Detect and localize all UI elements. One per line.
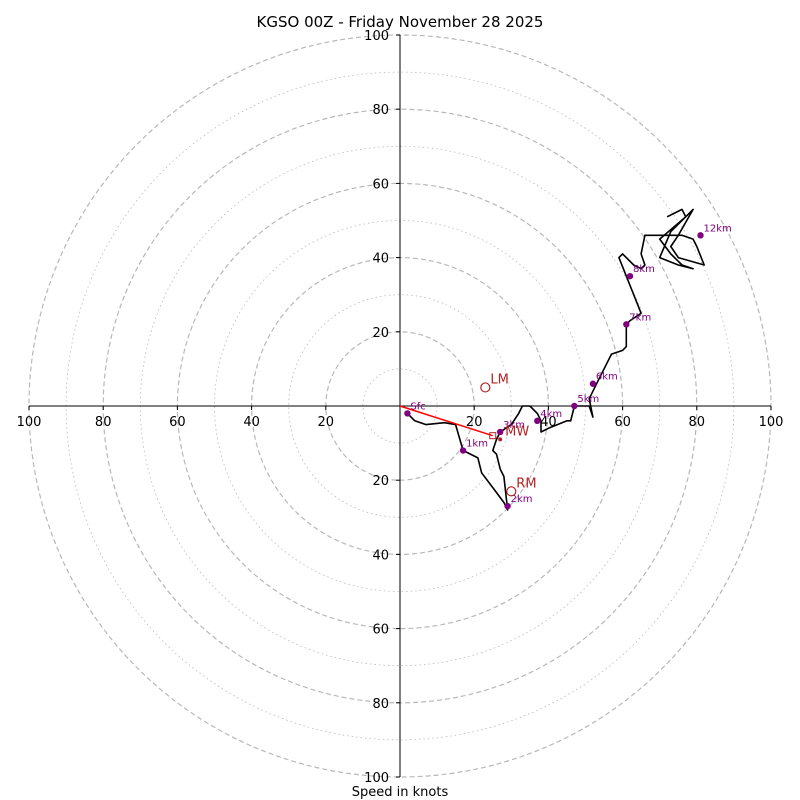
y-tick-label: 100 [364,771,389,786]
x-tick-label: 80 [689,415,706,430]
height-marker-dot [459,447,467,454]
height-marker-dot [626,272,634,280]
height-marker-label: 8km [633,264,655,275]
x-tick-label: 20 [466,415,483,430]
height-marker-label: 6km [596,372,618,383]
shear-vector [399,405,493,437]
height-marker-dot [496,428,504,436]
storm-motions: LM RM MW [480,372,537,497]
storm-motion-label: RM [516,476,536,491]
x-axis-label: Speed in knots [352,785,449,800]
hodograph-trace-line [406,208,706,511]
tick-labels: 100 80 60 40 20 20 40 60 80 100100806040202040608… [17,29,784,786]
height-marker-label: Sfc [410,401,425,412]
y-tick-label: 20 [372,474,389,489]
height-marker-label: 7km [629,312,651,323]
wind-profile [406,208,706,511]
x-tick-label: 60 [614,415,631,430]
height-marker-label: 3km [503,420,525,431]
chart-title: KGSO 00Z - Friday November 28 2025 [257,13,544,31]
storm-motion-label: LM [490,372,508,387]
height-marker-label: 4km [540,409,562,420]
x-tick-label: 100 [759,415,784,430]
height-marker-dot [697,232,704,239]
height-marker-dot [404,410,411,417]
y-tick-label: 60 [372,177,389,192]
y-tick-label: 80 [372,103,389,118]
height-marker-dot [589,380,597,387]
y-tick-label: 60 [372,623,389,638]
y-tick-label: 40 [372,252,389,267]
height-marker-dot [504,502,511,510]
x-tick-label: 80 [95,415,112,430]
shear-vector-end-box [489,432,497,440]
height-marker-label: 5km [577,394,599,405]
y-tick-label: 40 [372,548,389,563]
y-tick-label: 100 [364,29,389,44]
storm-motion-marker [506,486,517,497]
storm-motion-marker [480,382,491,393]
shear-vector-group [399,405,497,440]
x-tick-label: 60 [169,415,186,430]
height-markers: Sfc 1km 2km 3km 4km 5km 6km 7km 8km 12km [404,223,732,510]
storm-motion-marker [498,437,503,442]
height-marker-label: 1km [466,439,488,450]
height-marker-dot [534,417,541,425]
y-tick-label: 80 [372,697,389,712]
x-tick-label: 100 [17,415,42,430]
y-tick-label: 20 [372,326,389,341]
x-tick-label: 40 [243,415,260,430]
height-marker-label: 2km [511,494,533,505]
height-marker-dot [571,402,578,410]
storm-motion-label: MW [505,424,529,439]
x-tick-label: 20 [318,415,335,430]
height-marker-label: 12km [704,223,732,234]
height-marker-dot [623,321,630,328]
